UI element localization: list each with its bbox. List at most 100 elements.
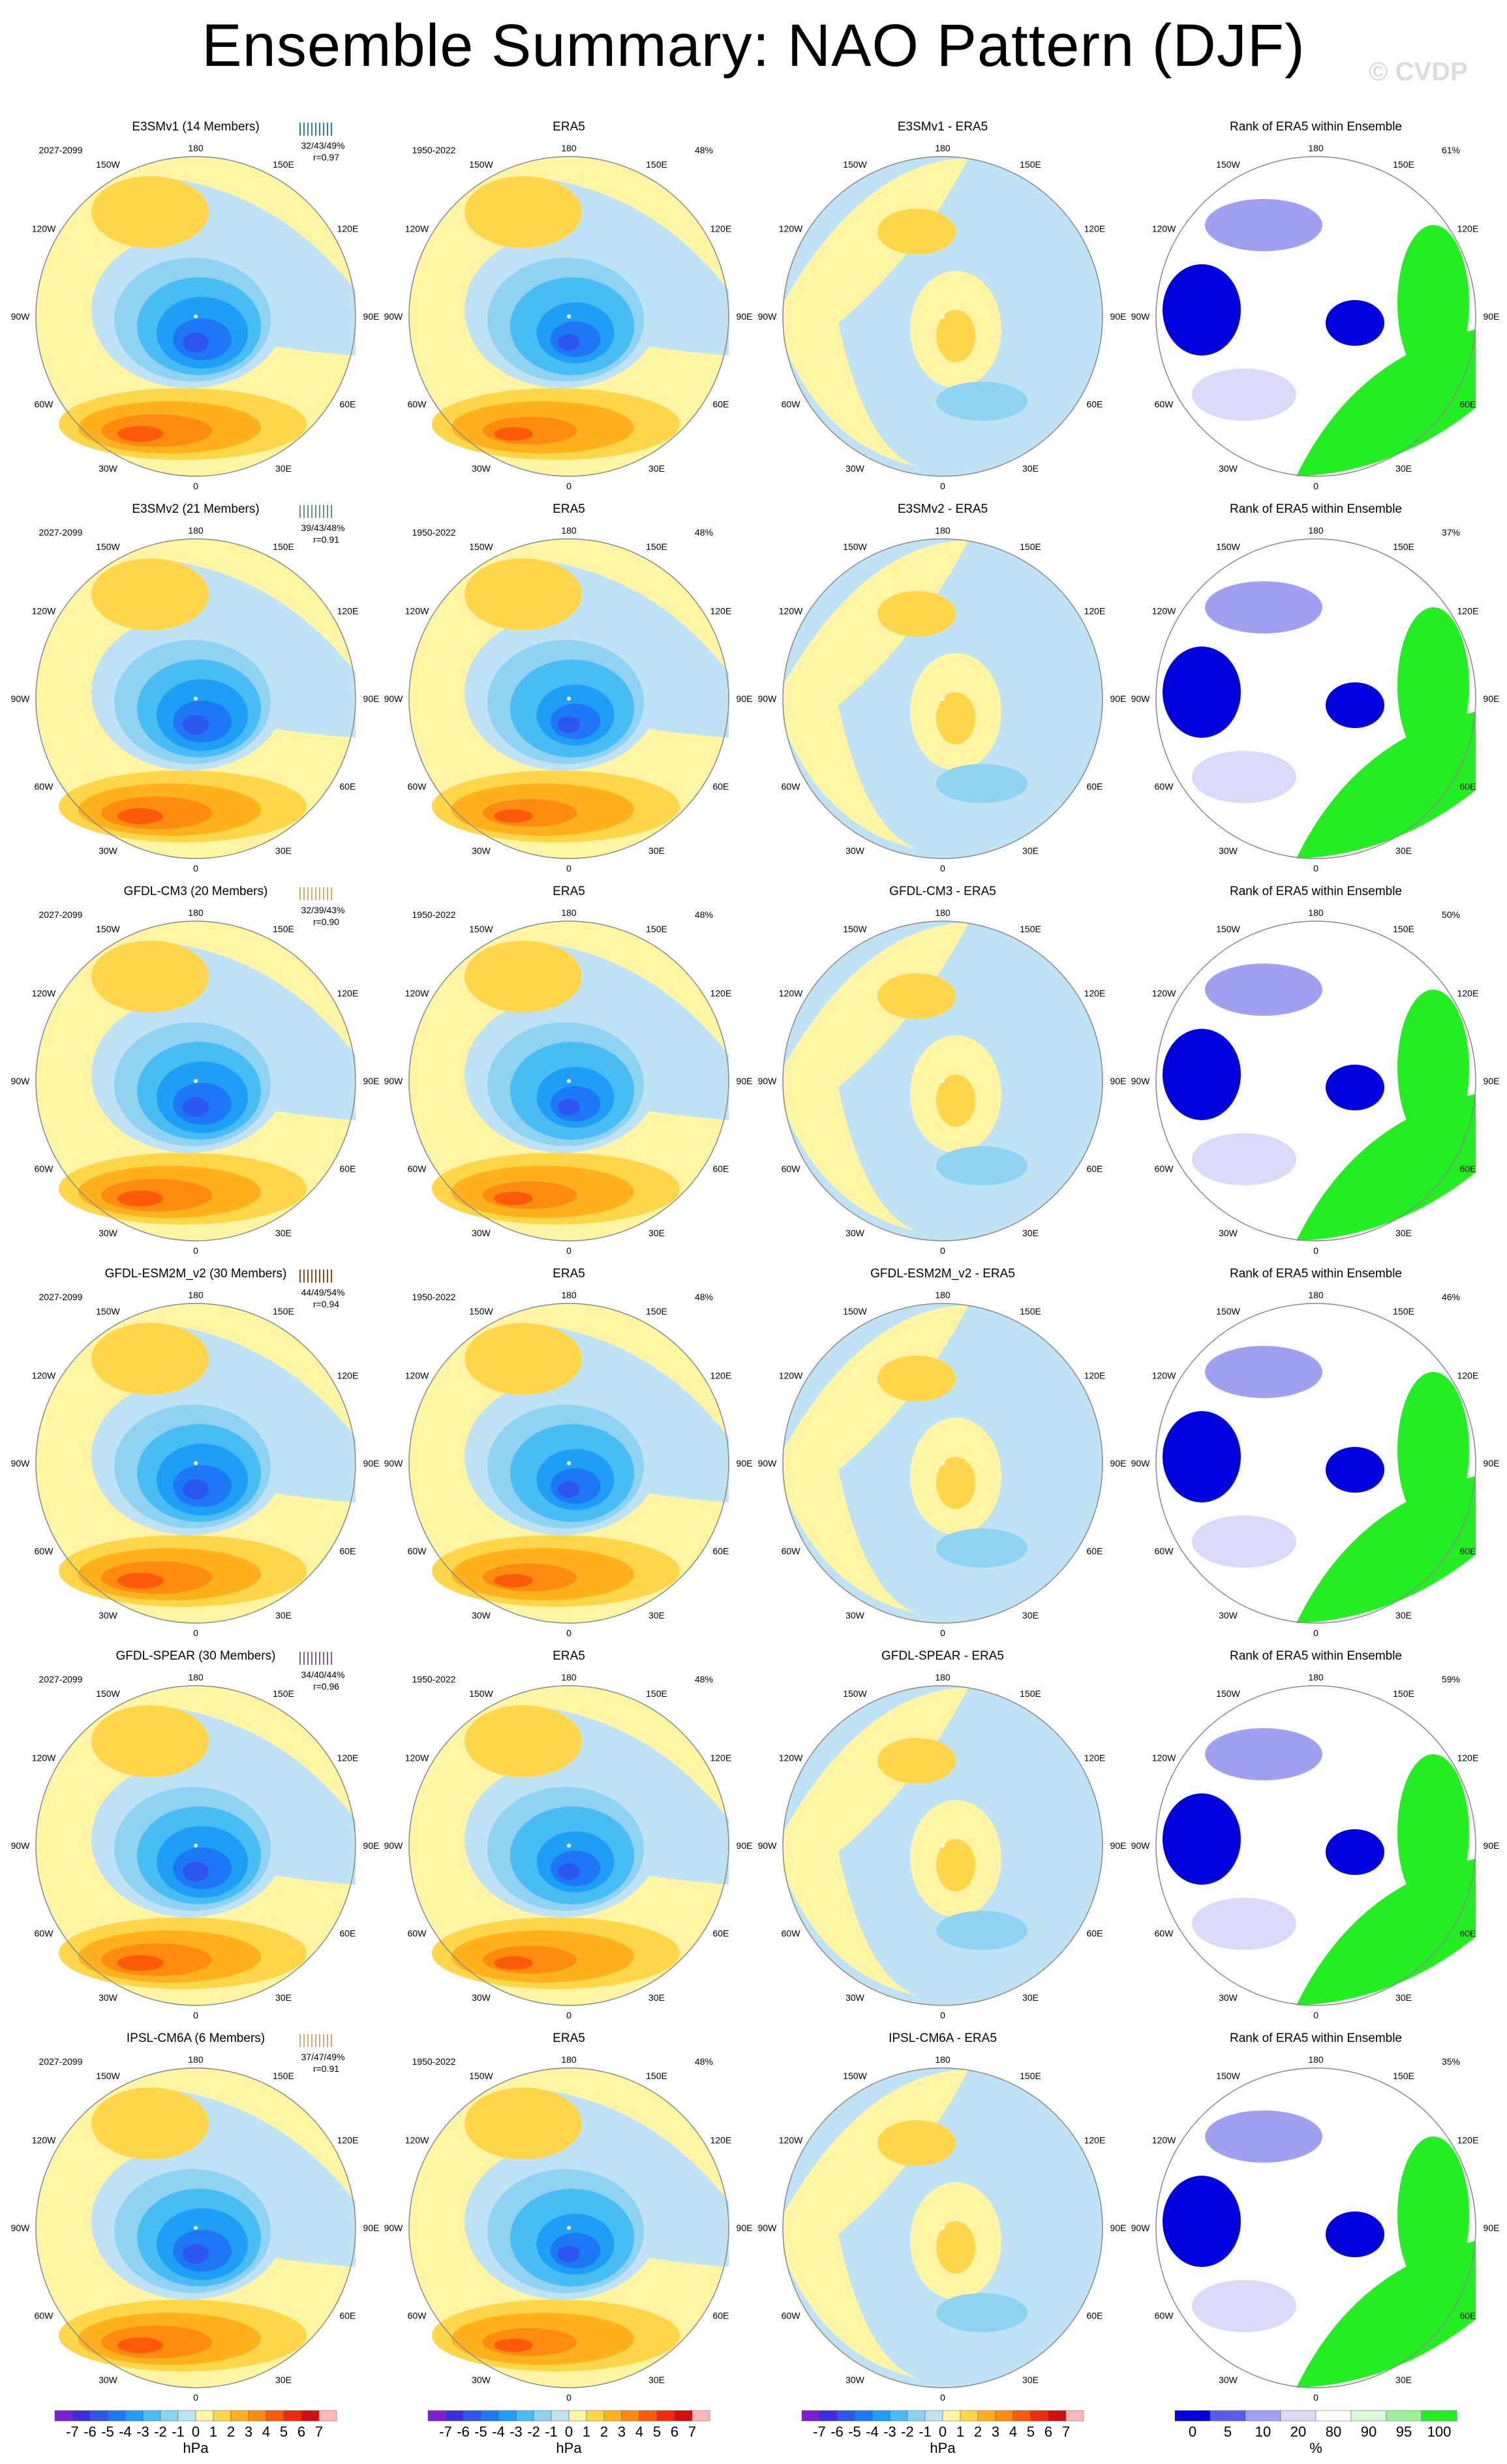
row-2-rank-lon-label-150W: 150W xyxy=(1216,541,1240,552)
row-4-model-lon-label-120W: 120W xyxy=(32,1371,56,1381)
row-5-rank-green-east xyxy=(1397,1754,1469,1911)
row-2-obs-lon-label-0: 0 xyxy=(566,863,571,874)
row-1-diff-negative-anomaly xyxy=(936,382,1028,421)
rank-colorbar-tick-label: 5 xyxy=(1224,2424,1232,2440)
row-2-model-lon-label-150E: 150E xyxy=(273,541,294,552)
row-2-model-lon-label-120E: 120E xyxy=(337,606,359,616)
row-1-obs-arctic-low-6 xyxy=(558,334,580,351)
row-3-model-lon-label-150W: 150W xyxy=(96,924,120,934)
row-6-model-lon-label-150W: 150W xyxy=(96,2071,120,2081)
row-4-obs-pole-marker xyxy=(567,1461,571,1465)
row-4-model-lon-label-120E: 120E xyxy=(337,1371,359,1381)
row-2-diff-lon-label-30E: 30E xyxy=(1022,845,1039,856)
row-2-obs-lon-label-60W: 60W xyxy=(408,782,427,792)
row-1-rank-lon-label-30E: 30E xyxy=(1395,463,1412,474)
row-6-rank-blue-west xyxy=(1163,2176,1241,2267)
row-6-model-lon-label-60W: 60W xyxy=(35,2311,54,2321)
row-1-rank-green-east xyxy=(1397,225,1469,382)
row-1-diff-lon-label-120W: 120W xyxy=(779,224,803,234)
row-3-obs-lon-label-60W: 60W xyxy=(408,1164,427,1174)
row-1-obs-title: ERA5 xyxy=(553,120,585,134)
row-1-model-atlantic-high-4 xyxy=(117,426,163,442)
row-2-model-lon-label-90W: 90W xyxy=(11,693,31,704)
row-3-obs-lon-label-150W: 150W xyxy=(469,924,493,934)
row-4-model-period: 2027-2099 xyxy=(39,1292,83,1302)
row-6-obs-lon-label-60E: 60E xyxy=(712,2311,729,2321)
row-3-diff-title: GFDL-CM3 - ERA5 xyxy=(889,885,996,898)
row-3-rank-lon-label-120E: 120E xyxy=(1457,988,1479,999)
row-4-model-lon-label-30W: 30W xyxy=(99,1610,118,1620)
row-1-diff-lon-label-150W: 150W xyxy=(843,159,867,170)
row-1-obs-lon-label-90E: 90E xyxy=(737,311,753,322)
row-6-diff-lon-label-150E: 150E xyxy=(1020,2071,1041,2081)
row-1-obs-lon-label-120E: 120E xyxy=(710,224,732,234)
row-4-model-atlantic-high-4 xyxy=(117,1573,163,1589)
row-6-obs-lon-label-90W: 90W xyxy=(384,2223,404,2233)
row-2-rank-light-lavender xyxy=(1192,751,1296,803)
row-1-model-pct-stats: 32/43/49% xyxy=(301,140,345,151)
row-4-diff-lon-label-150W: 150W xyxy=(843,1306,867,1316)
row-3-obs-atlantic-high-4 xyxy=(494,1191,533,1206)
row-1-obs-lon-label-60E: 60E xyxy=(712,399,729,410)
row-1-diff-positive-core xyxy=(936,310,975,362)
row-4-rank-blue-center xyxy=(1326,1447,1384,1493)
row-3-obs-panel: ERA5 1950-2022 48% 180 150E 120E 90E 60E 30E 0 30W… xyxy=(384,885,753,1256)
row-1-model-lon-label-30E: 30E xyxy=(275,463,292,474)
row-1-rank-pct: 61% xyxy=(1442,145,1460,155)
row-2-diff-lon-label-150W: 150W xyxy=(843,541,867,552)
row-5-model-lon-label-0: 0 xyxy=(193,2010,198,2020)
row-1-diff-pacific-anomaly xyxy=(877,209,956,254)
row-4-obs-arctic-low-6 xyxy=(558,1481,580,1498)
hpa-colorbar-2-tick-label: -4 xyxy=(492,2424,505,2440)
row-3-obs-lon-label-120W: 120W xyxy=(405,988,429,999)
rank-colorbar-swatch xyxy=(1280,2410,1317,2422)
row-6-rank-lon-label-90W: 90W xyxy=(1131,2223,1151,2233)
hpa-colorbar-2-swatch xyxy=(498,2410,517,2422)
row-6-rank-lon-label-120E: 120E xyxy=(1457,2135,1479,2146)
row-5-diff-lon-label-180: 180 xyxy=(935,1672,951,1682)
row-2-model-lon-label-30W: 30W xyxy=(99,845,118,856)
row-6-obs-lon-label-150W: 150W xyxy=(469,2071,493,2081)
row-4-rank-lon-label-0: 0 xyxy=(1313,1628,1318,1638)
row-5-obs-lon-label-30E: 30E xyxy=(648,1992,665,2003)
hpa-colorbar-2-swatch xyxy=(674,2410,693,2422)
row-5-rank-lon-label-120E: 120E xyxy=(1457,1753,1479,1763)
row-5-model-title: GFDL-SPEAR (30 Members) xyxy=(116,1649,276,1663)
hpa-colorbar-2-swatch xyxy=(621,2410,640,2422)
row-2-diff-lon-label-90E: 90E xyxy=(1110,693,1127,704)
row-4-diff-lon-label-120E: 120E xyxy=(1084,1371,1106,1381)
row-2-obs-pacific-high xyxy=(464,558,582,630)
row-5-obs-lon-label-30W: 30W xyxy=(472,1992,491,2003)
hpa-colorbar-3-swatch xyxy=(977,2410,996,2422)
row-6-rank-frame xyxy=(1155,2067,1476,2388)
row-6-rank-lon-label-120W: 120W xyxy=(1152,2135,1176,2146)
row-5-model-period: 2027-2099 xyxy=(39,1674,83,1684)
hpa-colorbar-3-swatch xyxy=(801,2410,820,2422)
row-1-diff-lon-label-120E: 120E xyxy=(1084,224,1106,234)
hpa-colorbar-1-tick-label: -5 xyxy=(101,2424,114,2440)
row-6-rank-lavender-north xyxy=(1205,2110,1322,2163)
hpa-colorbar-1-tick-label: 6 xyxy=(297,2424,305,2440)
row-4-obs-lon-label-30W: 30W xyxy=(472,1610,491,1620)
row-5-model-lon-label-180: 180 xyxy=(188,1672,204,1682)
hpa-colorbar-1-tick-label: -7 xyxy=(66,2424,79,2440)
row-2-model-corr: r=0.91 xyxy=(313,534,339,545)
row-1-obs-pct: 48% xyxy=(695,145,713,155)
row-4-model-pacific-high xyxy=(91,1323,209,1395)
hpa-colorbar-1-tick-label: 2 xyxy=(227,2424,235,2440)
row-6-diff-lon-label-60W: 60W xyxy=(782,2311,801,2321)
row-1-diff-lon-label-180: 180 xyxy=(935,143,951,153)
row-2-diff-title: E3SMv2 - ERA5 xyxy=(898,502,988,516)
row-2-diff-panel: E3SMv2 - ERA5 180 150E 120E 90E 60E 30E 0 30W 60W… xyxy=(758,502,1127,874)
row-6-diff-lon-label-30W: 30W xyxy=(845,2375,865,2385)
row-3-diff-lon-label-180: 180 xyxy=(935,907,951,918)
row-5-diff-pacific-anomaly xyxy=(877,1738,956,1784)
row-3-rank-lon-label-60W: 60W xyxy=(1155,1164,1174,1174)
row-5-model-lon-label-30E: 30E xyxy=(275,1992,292,2003)
row-6-rank-pct: 35% xyxy=(1442,2056,1460,2067)
row-6-rank-lon-label-150E: 150E xyxy=(1393,2071,1414,2081)
row-3-diff-frame xyxy=(782,920,1103,1241)
row-1-rank-lon-label-0: 0 xyxy=(1313,481,1318,491)
row-6-model-lon-label-120W: 120W xyxy=(32,2135,56,2146)
row-6-obs-lon-label-150E: 150E xyxy=(646,2071,667,2081)
